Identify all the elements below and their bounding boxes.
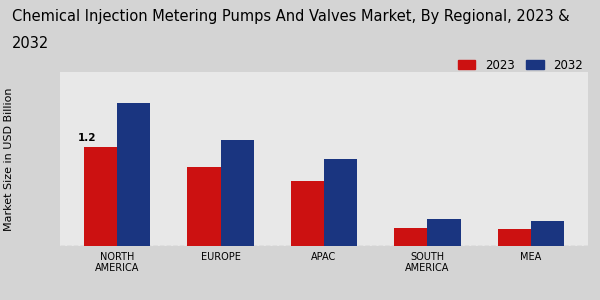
Bar	[394, 228, 427, 246]
Bar	[221, 140, 254, 246]
Text: Market Size in USD Billion: Market Size in USD Billion	[4, 87, 14, 231]
Text: Chemical Injection Metering Pumps And Valves Market, By Regional, 2023 &: Chemical Injection Metering Pumps And Va…	[12, 9, 569, 24]
Bar	[531, 221, 564, 246]
Bar	[324, 159, 357, 246]
Bar	[187, 167, 221, 246]
Bar	[84, 147, 117, 246]
Legend: 2023, 2032: 2023, 2032	[453, 54, 588, 76]
Text: 2032: 2032	[12, 36, 49, 51]
Bar	[427, 219, 461, 246]
Bar	[117, 103, 150, 246]
Bar	[291, 182, 324, 246]
Text: 1.2: 1.2	[78, 133, 97, 143]
Bar	[498, 230, 531, 246]
